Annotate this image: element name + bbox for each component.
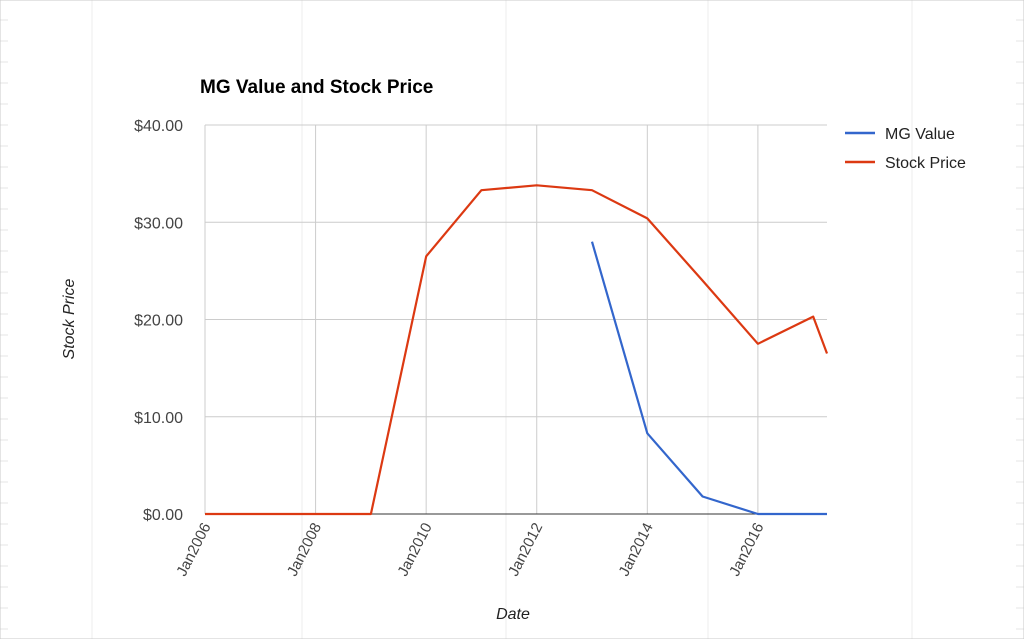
x-tick-label: Jan2006 <box>173 520 214 579</box>
y-tick-label: $0.00 <box>143 507 183 524</box>
x-tick-label: Jan2016 <box>726 520 767 579</box>
x-tick-label: Jan2010 <box>394 520 435 579</box>
series-lines <box>205 184 829 516</box>
y-tick-label: $30.00 <box>134 215 183 232</box>
legend-item[interactable]: MG Value <box>845 126 955 143</box>
legend-label: MG Value <box>885 126 955 143</box>
plot-gridlines <box>204 124 827 514</box>
y-tick-label: $10.00 <box>134 410 183 427</box>
x-tick-label: Jan2008 <box>284 520 325 579</box>
legend[interactable]: MG Value Stock Price <box>845 126 966 172</box>
y-tick-label: $40.00 <box>134 118 183 135</box>
series-line-stock-price[interactable] <box>205 184 829 516</box>
x-tick-label: Jan2014 <box>616 520 657 579</box>
legend-item[interactable]: Stock Price <box>845 155 966 172</box>
x-axis-label: Date <box>496 606 530 623</box>
series-line-mg-value[interactable] <box>590 241 827 516</box>
y-tick-label: $20.00 <box>134 313 183 330</box>
x-axis-ticks: Jan2006 Jan2008 Jan2010 Jan2012 Jan2014 Jan20… <box>173 520 767 579</box>
legend-label: Stock Price <box>885 155 966 172</box>
chart-title: MG Value and Stock Price <box>200 77 433 98</box>
y-axis-ticks: $0.00 $10.00 $20.00 $30.00 $40.00 <box>134 118 183 524</box>
y-axis-label: Stock Price <box>61 278 78 359</box>
x-tick-label: Jan2012 <box>505 520 546 579</box>
